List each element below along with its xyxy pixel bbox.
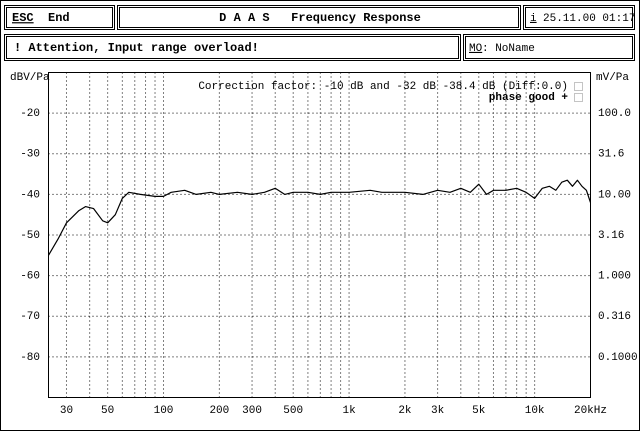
memory-inner xyxy=(465,36,633,59)
y-tick-label: -80 xyxy=(20,352,40,364)
x-tick-label: 10k xyxy=(525,405,545,417)
warning: ! Attention, Input range overload! xyxy=(14,41,259,55)
x-tick-label: 20kHz xyxy=(574,405,607,417)
y-tick-label: -70 xyxy=(20,311,40,323)
x-tick-label: 5k xyxy=(472,405,486,417)
x-tick-label: 2k xyxy=(398,405,412,417)
x-tick-label: 1k xyxy=(342,405,356,417)
esc-inner xyxy=(6,7,113,28)
app-title: D A A S Frequency Response xyxy=(219,11,421,25)
date-inner xyxy=(525,7,633,28)
info-key[interactable]: i xyxy=(530,13,537,25)
y-tick-label: -50 xyxy=(20,230,40,242)
y-tick-label: -40 xyxy=(20,189,40,201)
esc-key: ESC xyxy=(12,11,34,25)
indicator xyxy=(574,82,583,91)
annotation: phase good + xyxy=(489,92,569,104)
x-tick-label: 300 xyxy=(242,405,262,417)
y2-tick-label: 0.1000 xyxy=(598,352,638,364)
x-tick-label: 3k xyxy=(431,405,445,417)
y2-axis-label: mV/Pa xyxy=(596,72,629,84)
x-tick-label: 30 xyxy=(60,405,73,417)
title-inner xyxy=(119,7,519,28)
y-axis-label: dBV/Pa xyxy=(10,72,50,84)
esc-label: End xyxy=(48,11,70,25)
memory-key[interactable]: MO xyxy=(469,43,483,55)
y-tick-label: -30 xyxy=(20,149,40,161)
x-tick-label: 50 xyxy=(101,405,114,417)
y2-tick-label: 3.16 xyxy=(598,230,624,242)
y2-tick-label: 31.6 xyxy=(598,149,624,161)
y2-tick-label: 100.0 xyxy=(598,108,631,120)
indicator xyxy=(574,93,583,102)
x-tick-label: 100 xyxy=(154,405,174,417)
memory-name: : NoName xyxy=(482,43,535,55)
y-tick-label: -60 xyxy=(20,271,40,283)
response-curve xyxy=(47,179,592,256)
y-tick-label: -20 xyxy=(20,108,40,120)
x-tick-label: 500 xyxy=(283,405,303,417)
y2-tick-label: 1.000 xyxy=(598,271,631,283)
annotation: Correction factor: -10 dB and -32 dB -38… xyxy=(198,81,568,93)
y2-tick-label: 0.316 xyxy=(598,311,631,323)
y2-tick-label: 10.00 xyxy=(598,189,631,201)
status-inner xyxy=(6,36,459,59)
x-tick-label: 200 xyxy=(209,405,229,417)
datetime: 25.11.00 01:17 xyxy=(543,13,635,25)
